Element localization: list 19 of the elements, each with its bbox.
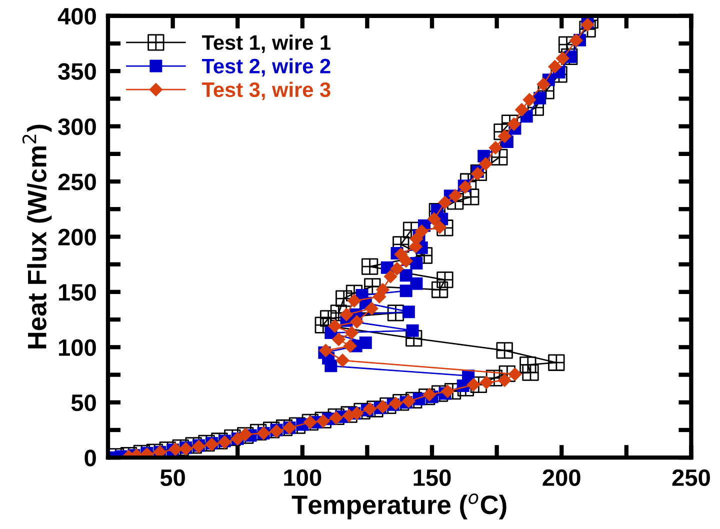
y-tick-label: 150 [58,284,96,301]
x-axis-title: Temperature ($^{o}$C) [292,493,506,520]
legend-label: Test 1, wire 1 [202,34,330,53]
y-tick-label: 350 [58,63,96,80]
x-tick-label: 200 [542,469,580,486]
y-tick-label: 100 [58,339,96,356]
y-axis-title: Heat Flux (W/cm$^{2}$) [22,124,52,348]
y-tick-label: 250 [58,174,96,190]
y-tick-label: 0 [84,450,96,466]
y-tick-label: 400 [58,8,96,25]
legend-label: Test 2, wire 2 [202,58,330,77]
x-tick-label: 100 [284,469,322,486]
x-tick-label: 150 [414,469,451,486]
x-tick-label: 50 [160,469,185,486]
x-tick-label: 250 [672,469,710,486]
y-tick-label: 50 [71,394,96,412]
y-tick-label: 300 [58,118,96,136]
legend-label: Test 3, wire 3 [202,82,330,100]
y-tick-label: 200 [58,228,96,246]
